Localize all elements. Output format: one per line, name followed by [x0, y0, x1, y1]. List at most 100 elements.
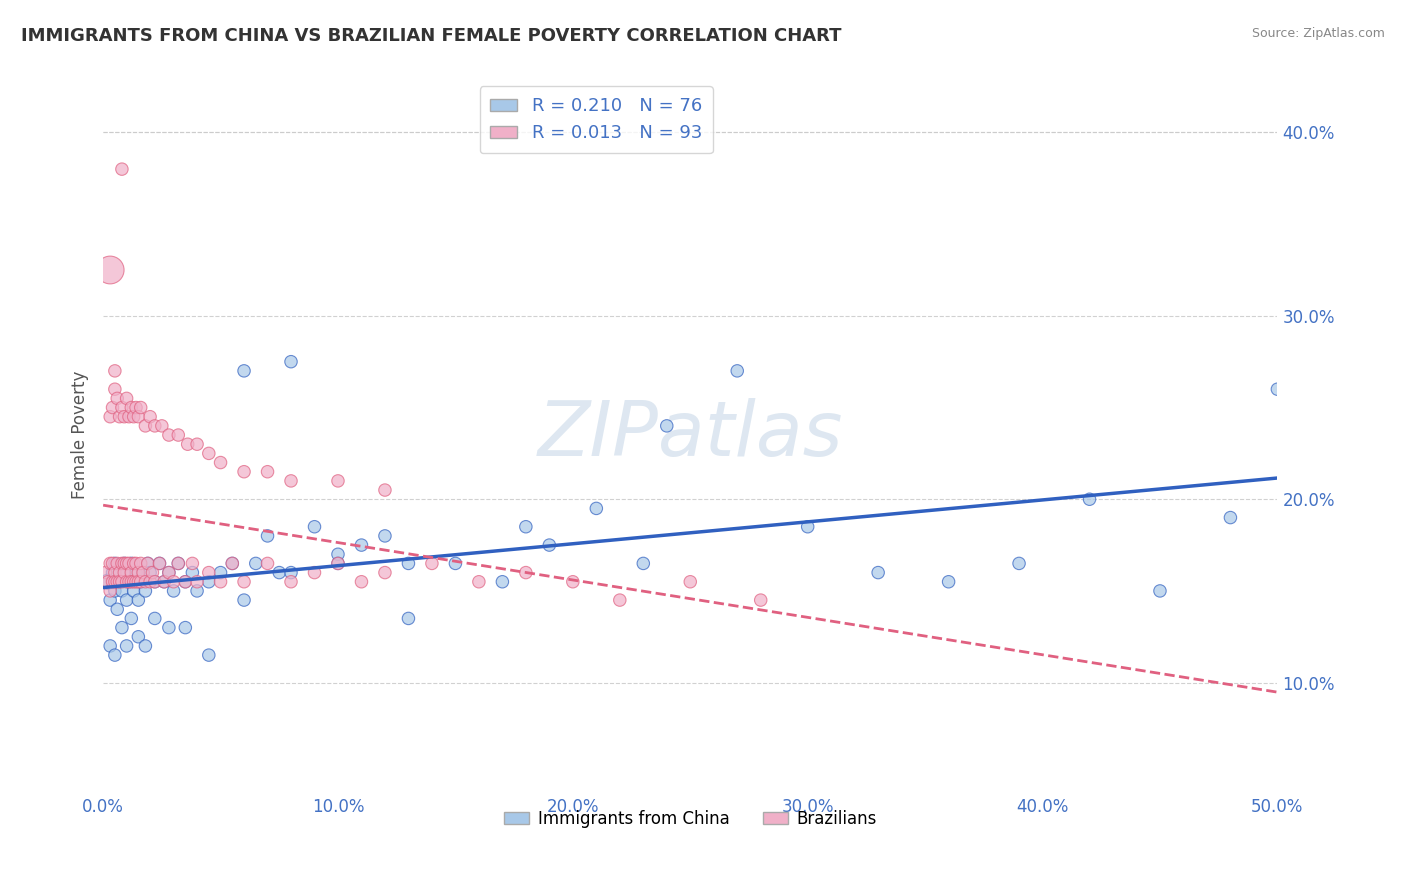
- Point: [233, 364, 256, 378]
- Point: [1267, 382, 1289, 396]
- Point: [209, 566, 232, 580]
- Point: [280, 574, 302, 589]
- Point: [122, 583, 145, 598]
- Point: [585, 501, 607, 516]
- Point: [98, 639, 121, 653]
- Point: [221, 557, 243, 571]
- Point: [111, 574, 134, 589]
- Legend: Immigrants from China, Brazilians: Immigrants from China, Brazilians: [498, 803, 883, 834]
- Point: [515, 566, 537, 580]
- Point: [167, 428, 190, 442]
- Point: [97, 574, 120, 589]
- Point: [209, 574, 232, 589]
- Point: [129, 557, 152, 571]
- Point: [679, 574, 702, 589]
- Point: [868, 566, 890, 580]
- Point: [633, 557, 655, 571]
- Point: [101, 401, 124, 415]
- Point: [198, 566, 221, 580]
- Point: [280, 566, 302, 580]
- Point: [143, 574, 166, 589]
- Point: [256, 529, 278, 543]
- Point: [150, 418, 173, 433]
- Point: [129, 574, 152, 589]
- Point: [326, 474, 349, 488]
- Point: [444, 557, 467, 571]
- Point: [120, 401, 142, 415]
- Point: [105, 574, 128, 589]
- Text: ZIPatlas: ZIPatlas: [537, 398, 844, 472]
- Point: [245, 557, 267, 571]
- Point: [125, 401, 148, 415]
- Point: [420, 557, 443, 571]
- Point: [134, 418, 156, 433]
- Point: [101, 566, 124, 580]
- Point: [115, 639, 138, 653]
- Point: [115, 566, 138, 580]
- Point: [256, 557, 278, 571]
- Point: [118, 574, 141, 589]
- Point: [725, 364, 748, 378]
- Point: [1008, 557, 1031, 571]
- Point: [304, 566, 326, 580]
- Point: [120, 574, 142, 589]
- Point: [148, 557, 170, 571]
- Point: [104, 364, 127, 378]
- Point: [167, 557, 190, 571]
- Point: [111, 621, 134, 635]
- Point: [98, 583, 121, 598]
- Point: [938, 574, 960, 589]
- Point: [233, 593, 256, 607]
- Point: [374, 529, 396, 543]
- Point: [108, 409, 131, 424]
- Point: [94, 566, 117, 580]
- Point: [97, 574, 120, 589]
- Point: [153, 574, 176, 589]
- Point: [104, 583, 127, 598]
- Point: [125, 574, 148, 589]
- Point: [104, 566, 127, 580]
- Point: [326, 557, 349, 571]
- Point: [134, 574, 156, 589]
- Point: [326, 557, 349, 571]
- Point: [120, 566, 142, 580]
- Point: [167, 557, 190, 571]
- Point: [127, 566, 149, 580]
- Point: [304, 520, 326, 534]
- Point: [115, 593, 138, 607]
- Point: [515, 520, 537, 534]
- Point: [122, 409, 145, 424]
- Point: [112, 409, 135, 424]
- Point: [105, 557, 128, 571]
- Point: [115, 557, 138, 571]
- Point: [374, 483, 396, 497]
- Point: [118, 574, 141, 589]
- Point: [108, 574, 131, 589]
- Point: [468, 574, 491, 589]
- Point: [136, 557, 159, 571]
- Point: [98, 409, 121, 424]
- Point: [157, 566, 180, 580]
- Point: [174, 574, 197, 589]
- Point: [98, 557, 121, 571]
- Text: IMMIGRANTS FROM CHINA VS BRAZILIAN FEMALE POVERTY CORRELATION CHART: IMMIGRANTS FROM CHINA VS BRAZILIAN FEMAL…: [21, 27, 842, 45]
- Point: [98, 593, 121, 607]
- Point: [157, 428, 180, 442]
- Point: [1219, 510, 1241, 524]
- Point: [143, 574, 166, 589]
- Text: Source: ZipAtlas.com: Source: ZipAtlas.com: [1251, 27, 1385, 40]
- Point: [162, 583, 184, 598]
- Point: [174, 574, 197, 589]
- Point: [132, 566, 155, 580]
- Point: [233, 574, 256, 589]
- Point: [609, 593, 631, 607]
- Point: [122, 557, 145, 571]
- Point: [153, 574, 176, 589]
- Point: [1078, 492, 1101, 507]
- Point: [280, 354, 302, 368]
- Point: [655, 418, 678, 433]
- Point: [139, 574, 162, 589]
- Point: [209, 456, 232, 470]
- Point: [129, 574, 152, 589]
- Point: [118, 557, 141, 571]
